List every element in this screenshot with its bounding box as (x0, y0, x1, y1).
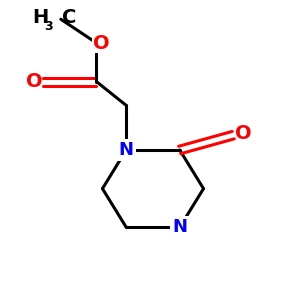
Text: H: H (33, 8, 49, 27)
Text: O: O (235, 124, 252, 143)
Text: O: O (93, 34, 109, 52)
Text: O: O (26, 72, 42, 91)
Text: 3: 3 (45, 20, 53, 33)
Text: N: N (119, 141, 134, 159)
Text: N: N (172, 218, 187, 236)
Text: C: C (62, 8, 77, 27)
